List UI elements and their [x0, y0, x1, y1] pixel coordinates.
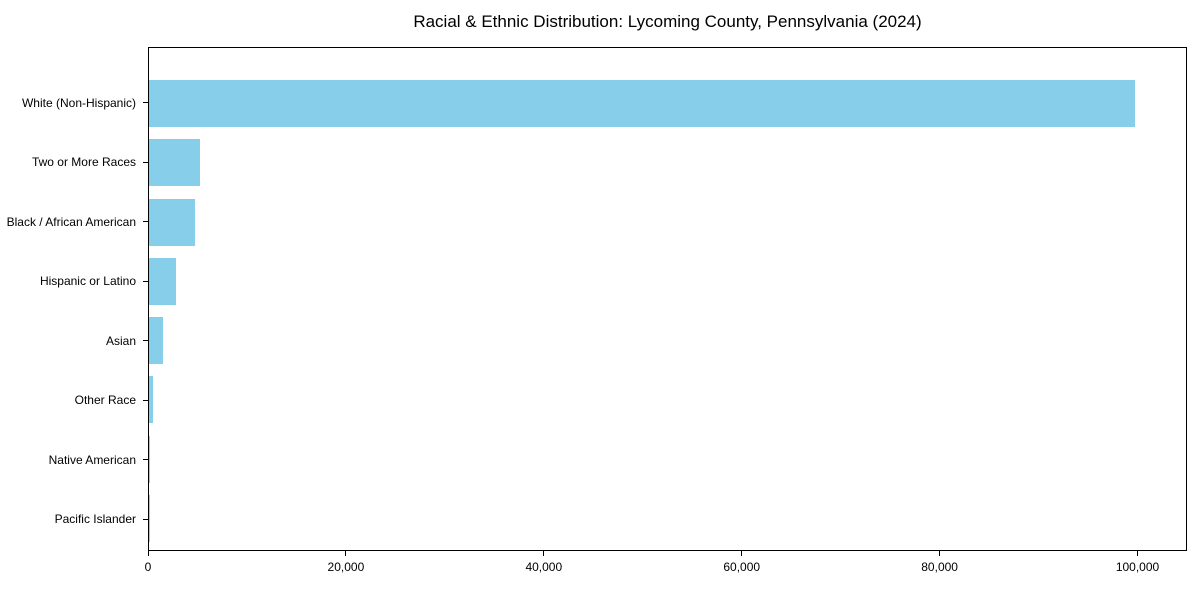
- y-tick-label: Black / African American: [6, 214, 136, 229]
- plot-area: [148, 47, 1187, 551]
- x-tick-mark: [1137, 551, 1139, 556]
- y-tick-label: Pacific Islander: [54, 512, 136, 527]
- y-tick-row-pacific-islander: Pacific Islander: [0, 490, 148, 550]
- y-tick-label: Native American: [48, 452, 136, 467]
- x-tick-mark: [147, 551, 149, 556]
- y-tick-row-white-non-hispanic: White (Non-Hispanic): [0, 73, 148, 133]
- y-tick-mark: [143, 518, 148, 520]
- bar-white-non-hispanic: [149, 80, 1135, 128]
- y-tick-label: Other Race: [74, 393, 136, 408]
- bar-other-race: [149, 376, 153, 424]
- bar-row-two-or-more-races: [149, 133, 1186, 192]
- bar-black-african-american: [149, 198, 196, 246]
- y-tick-mark: [143, 280, 148, 282]
- chart-title: Racial & Ethnic Distribution: Lycoming C…: [413, 12, 922, 31]
- bar-row-other-race: [149, 370, 1186, 429]
- bar-native-american: [149, 435, 150, 483]
- x-tick-label: 0: [144, 560, 152, 574]
- y-tick-label: Asian: [105, 333, 136, 348]
- y-tick-label: Two or More Races: [31, 155, 136, 170]
- y-tick-label: Hispanic or Latino: [39, 274, 136, 289]
- y-tick-mark: [143, 221, 148, 223]
- x-tick-mark: [939, 551, 941, 556]
- bar-row-hispanic-or-latino: [149, 252, 1186, 311]
- y-axis-labels: White (Non-Hispanic) Two or More Races Bla…: [0, 47, 148, 551]
- bar-row-white-non-hispanic: [149, 74, 1186, 133]
- y-tick-mark: [143, 102, 148, 104]
- x-tick-label: 80,000: [921, 560, 958, 574]
- y-tick-mark: [143, 161, 148, 163]
- y-tick-label: White (Non-Hispanic): [21, 95, 136, 110]
- y-tick-row-native-american: Native American: [0, 430, 148, 490]
- x-tick-label: 20,000: [327, 560, 365, 574]
- x-tick-label: 40,000: [525, 560, 563, 574]
- x-axis-ticks: 0 20,000 40,000 60,000 80,000 100,000: [144, 551, 1187, 585]
- y-tick-row-asian: Asian: [0, 311, 148, 371]
- bars-container: [149, 48, 1186, 550]
- x-tick-label: 100,000: [1115, 560, 1160, 574]
- bar-row-native-american: [149, 430, 1186, 489]
- bar-row-pacific-islander: [149, 489, 1186, 548]
- bar-row-asian: [149, 311, 1186, 370]
- y-tick-row-other-race: Other Race: [0, 371, 148, 431]
- bar-two-or-more-races: [149, 139, 201, 187]
- bar-hispanic-or-latino: [149, 257, 176, 305]
- bar-row-black-african-american: [149, 193, 1186, 252]
- bar-asian: [149, 317, 163, 365]
- x-tick-mark: [741, 551, 743, 556]
- y-tick-row-black-african-american: Black / African American: [0, 192, 148, 252]
- x-tick-mark: [543, 551, 545, 556]
- x-tick-label: 60,000: [723, 560, 761, 574]
- y-tick-row-two-or-more-races: Two or More Races: [0, 133, 148, 193]
- y-tick-mark: [143, 459, 148, 461]
- y-tick-mark: [143, 340, 148, 342]
- y-tick-mark: [143, 399, 148, 401]
- y-tick-row-hispanic-or-latino: Hispanic or Latino: [0, 252, 148, 312]
- x-tick-mark: [345, 551, 347, 556]
